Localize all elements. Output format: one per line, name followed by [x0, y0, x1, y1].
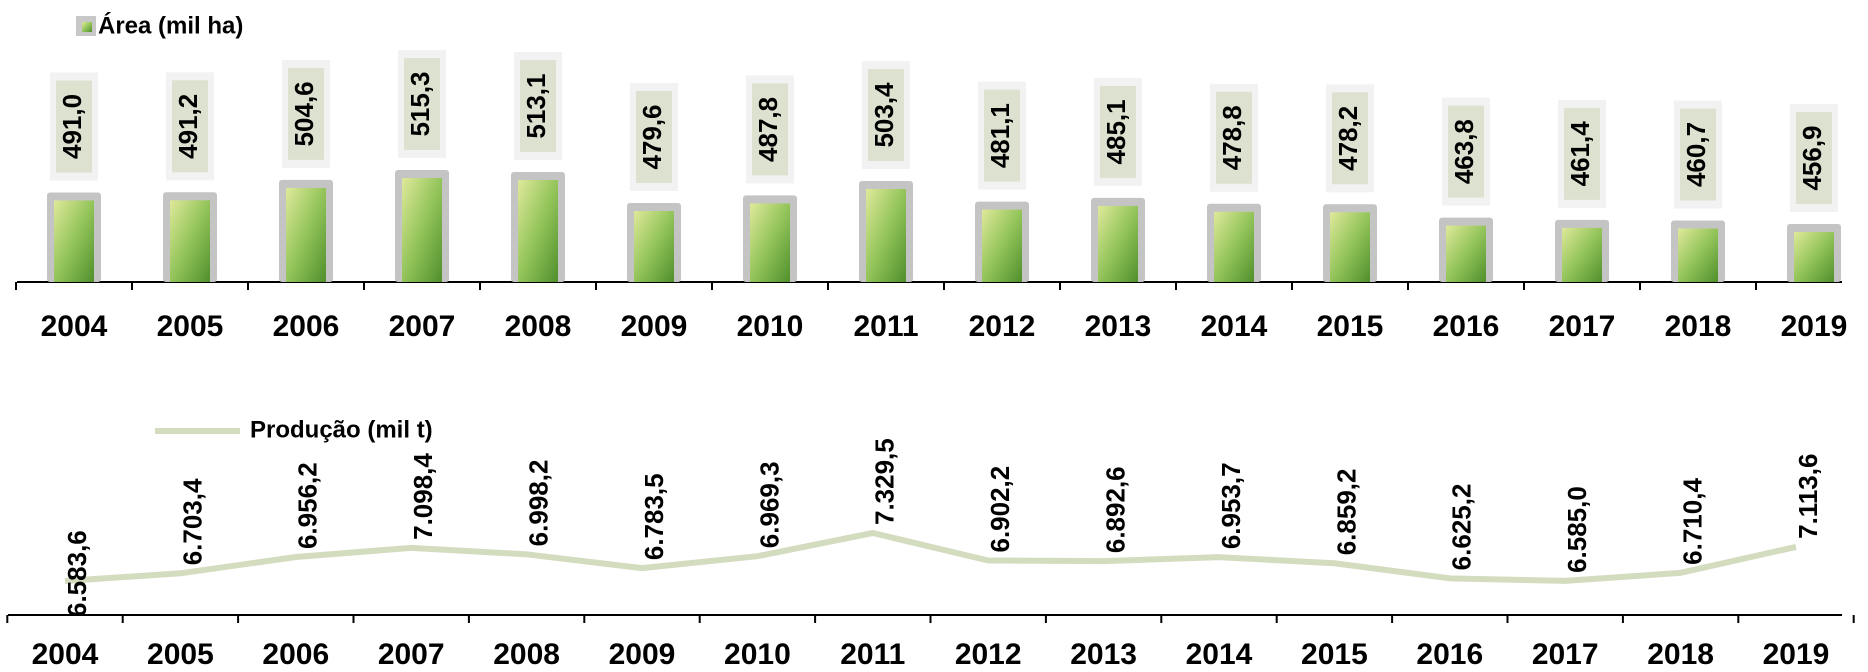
data-label: 6.583,6: [62, 530, 92, 617]
x-tick-label: 2009: [609, 638, 676, 671]
x-tick-label: 2006: [262, 638, 329, 671]
x-tick-label: 2015: [1317, 310, 1384, 343]
data-label: 7.098,4: [408, 453, 438, 540]
bar-fill: [1214, 212, 1254, 282]
bar-fill: [1794, 232, 1834, 282]
x-tick-label: 2014: [1201, 310, 1268, 343]
x-tick-label: 2012: [955, 638, 1022, 671]
data-label: 6.892,6: [1100, 466, 1130, 553]
x-tick-label: 2019: [1763, 638, 1830, 671]
data-label: 463,8: [1449, 119, 1479, 184]
bar-fill: [1562, 228, 1602, 282]
bar-fill: [286, 188, 326, 282]
x-tick-label: 2018: [1647, 638, 1714, 671]
legend-label: Área (mil ha): [98, 11, 243, 39]
bar-fill: [982, 210, 1022, 282]
data-label: 6.956,2: [293, 462, 323, 549]
page: {"chart_data": [ {"type": "bar", "catego…: [0, 0, 1868, 672]
x-tick-label: 2017: [1532, 638, 1599, 671]
data-label: 479,6: [637, 104, 667, 169]
x-tick-label: 2005: [157, 310, 224, 343]
data-label: 504,6: [289, 81, 319, 146]
data-label: 7.113,6: [1793, 454, 1823, 539]
data-label: 503,4: [869, 82, 899, 148]
x-tick-label: 2017: [1549, 310, 1616, 343]
data-label: 478,8: [1217, 105, 1247, 170]
data-label: 7.329,5: [870, 438, 900, 525]
x-tick-label: 2006: [273, 310, 340, 343]
data-label: 6.902,2: [985, 466, 1015, 553]
x-tick-label: 2004: [41, 310, 108, 343]
x-tick-label: 2015: [1301, 638, 1368, 671]
data-label: 6.585,0: [1562, 486, 1592, 573]
data-label: 6.625,2: [1447, 484, 1477, 571]
data-label: 485,1: [1101, 99, 1131, 164]
bar-fill: [54, 200, 94, 282]
x-tick-label: 2004: [32, 638, 99, 671]
data-label: 491,0: [57, 94, 87, 159]
x-tick-label: 2005: [147, 638, 214, 671]
data-label: 461,4: [1565, 121, 1595, 187]
bar-fill: [1098, 206, 1138, 282]
x-tick-label: 2010: [737, 310, 804, 343]
line: [65, 533, 1796, 581]
data-label: 478,2: [1333, 106, 1363, 171]
legend-label: Produção (mil t): [250, 416, 433, 443]
bar-fill: [1330, 212, 1370, 282]
x-tick-label: 2014: [1186, 638, 1253, 671]
data-label: 6.710,4: [1677, 478, 1707, 565]
data-label: 6.783,5: [639, 473, 669, 560]
x-tick-label: 2016: [1433, 310, 1500, 343]
x-tick-label: 2011: [853, 310, 918, 343]
x-tick-label: 2019: [1781, 310, 1848, 343]
bar-fill: [402, 178, 442, 282]
x-tick-label: 2007: [389, 310, 456, 343]
chart: Área (mil ha) 2004 491,0 2005 491,2 2006 504,6…: [0, 0, 1868, 672]
data-label: 487,8: [753, 97, 783, 162]
x-tick-label: 2013: [1085, 310, 1152, 343]
x-tick-label: 2008: [505, 310, 572, 343]
bar-fill: [170, 200, 210, 282]
data-label: 6.859,2: [1331, 469, 1361, 556]
data-label: 456,9: [1797, 125, 1827, 190]
x-tick-label: 2009: [621, 310, 688, 343]
bar-fill: [1446, 226, 1486, 282]
data-label: 481,1: [985, 103, 1015, 168]
x-tick-label: 2013: [1070, 638, 1137, 671]
data-label: 6.953,7: [1216, 462, 1246, 549]
x-tick-label: 2011: [840, 638, 905, 671]
legend-swatch: [82, 22, 92, 32]
x-tick-label: 2016: [1416, 638, 1483, 671]
data-label: 6.969,3: [754, 461, 784, 548]
x-tick-label: 2018: [1665, 310, 1732, 343]
bar-fill: [634, 211, 674, 282]
x-tick-label: 2012: [969, 310, 1036, 343]
bar-fill: [750, 203, 790, 282]
bar-fill: [866, 189, 906, 282]
x-tick-label: 2010: [724, 638, 791, 671]
data-label: 513,1: [521, 73, 551, 138]
x-tick-label: 2008: [493, 638, 560, 671]
data-label: 6.998,2: [523, 460, 553, 547]
x-tick-label: 2007: [378, 638, 445, 671]
data-label: 515,3: [405, 71, 435, 136]
bar-fill: [518, 180, 558, 282]
data-label: 6.703,4: [177, 478, 207, 565]
bar-fill: [1678, 228, 1718, 282]
data-label: 491,2: [173, 94, 203, 159]
data-label: 460,7: [1681, 122, 1711, 187]
